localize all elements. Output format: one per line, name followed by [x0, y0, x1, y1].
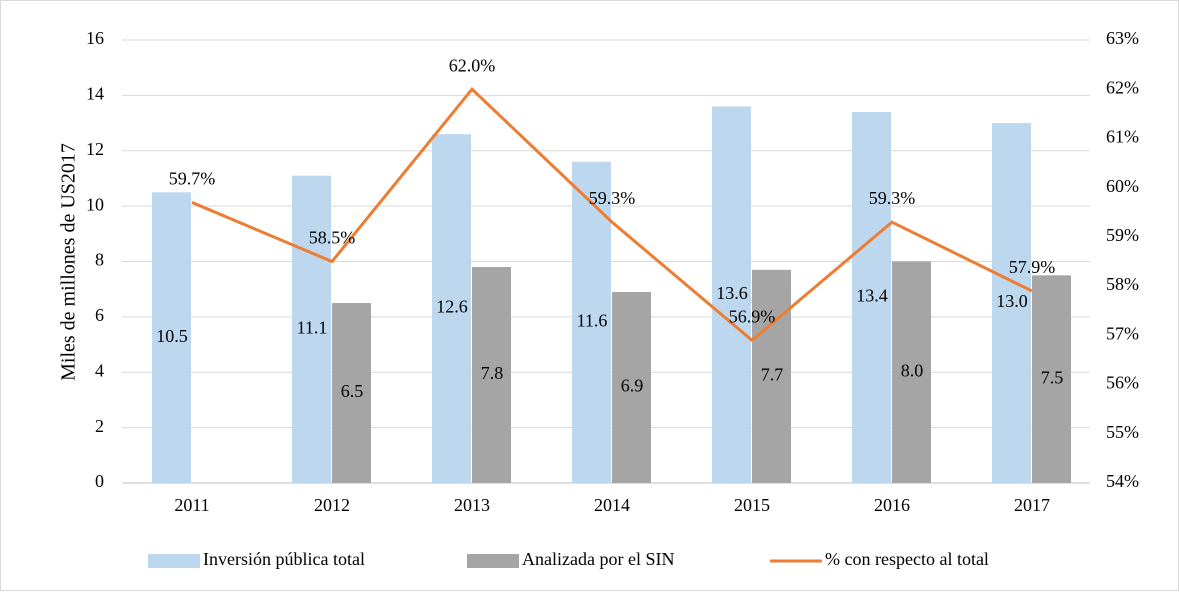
y2-tick-label: 61%	[1106, 127, 1139, 147]
bar	[292, 175, 331, 483]
data-label: 11.1	[297, 317, 328, 337]
data-label: 62.0%	[449, 55, 496, 75]
data-label: 13.4	[856, 286, 888, 306]
y-tick-label: 4	[95, 360, 104, 380]
bar	[152, 192, 191, 483]
data-label: 59.7%	[169, 169, 216, 189]
y2-tick-label: 56%	[1106, 373, 1139, 393]
y2-tick-label: 54%	[1106, 471, 1139, 491]
data-label: 10.5	[156, 326, 188, 346]
bar	[472, 267, 511, 483]
x-tick-label: 2013	[454, 495, 490, 515]
data-label: 57.9%	[1009, 257, 1056, 277]
data-label: 56.9%	[729, 306, 776, 326]
data-label: 13.6	[716, 283, 748, 303]
y2-tick-label: 58%	[1106, 274, 1139, 294]
data-label: 7.5	[1041, 367, 1064, 387]
y-tick-label: 14	[86, 84, 104, 104]
x-tick-label: 2016	[874, 495, 910, 515]
bar	[332, 303, 371, 483]
y-tick-label: 16	[86, 28, 104, 48]
line	[191, 87, 1033, 343]
data-label: 12.6	[436, 297, 468, 317]
data-label: 7.8	[481, 363, 504, 383]
data-label: 11.6	[577, 311, 608, 331]
bar	[752, 269, 791, 483]
y2-tick-label: 63%	[1106, 28, 1139, 48]
y-axis-label: Miles de millones de US2017	[58, 143, 80, 381]
y2-tick-label: 59%	[1106, 225, 1139, 245]
data-label: 7.7	[761, 365, 784, 385]
y2-tick-label: 62%	[1106, 77, 1139, 97]
x-tick-label: 2012	[314, 495, 350, 515]
y-tick-label: 12	[86, 139, 104, 159]
legend-label: Inversión pública total	[203, 549, 365, 569]
y2-tick-label: 55%	[1106, 422, 1139, 442]
bar	[1032, 275, 1071, 483]
bar	[892, 261, 931, 483]
y2-tick-label: 57%	[1106, 323, 1139, 343]
y2-tick-label: 60%	[1106, 176, 1139, 196]
y-tick-label: 8	[95, 250, 104, 270]
bar	[432, 134, 471, 483]
bar	[992, 123, 1031, 483]
x-tick-label: 2017	[1014, 495, 1050, 515]
legend-label: Analizada por el SIN	[522, 549, 674, 569]
data-label: 6.5	[341, 381, 364, 401]
bar	[712, 106, 751, 483]
data-label: 59.3%	[589, 188, 636, 208]
x-tick-label: 2014	[594, 495, 630, 515]
data-label: 6.9	[621, 376, 644, 396]
x-tick-label: 2015	[734, 495, 770, 515]
legend-label: % con respecto al total	[825, 549, 989, 569]
y-tick-label: 10	[86, 194, 104, 214]
y-tick-label: 0	[95, 471, 104, 491]
data-label: 58.5%	[309, 228, 356, 248]
data-label: 8.0	[901, 360, 924, 380]
legend-swatch	[148, 554, 200, 568]
bar	[852, 111, 891, 484]
data-label: 59.3%	[869, 188, 916, 208]
x-tick-label: 2011	[174, 495, 209, 515]
y-tick-label: 2	[95, 416, 104, 436]
bar	[612, 291, 651, 483]
y-tick-label: 6	[95, 305, 104, 325]
legend-swatch	[467, 554, 519, 568]
data-label: 13.0	[996, 291, 1028, 311]
